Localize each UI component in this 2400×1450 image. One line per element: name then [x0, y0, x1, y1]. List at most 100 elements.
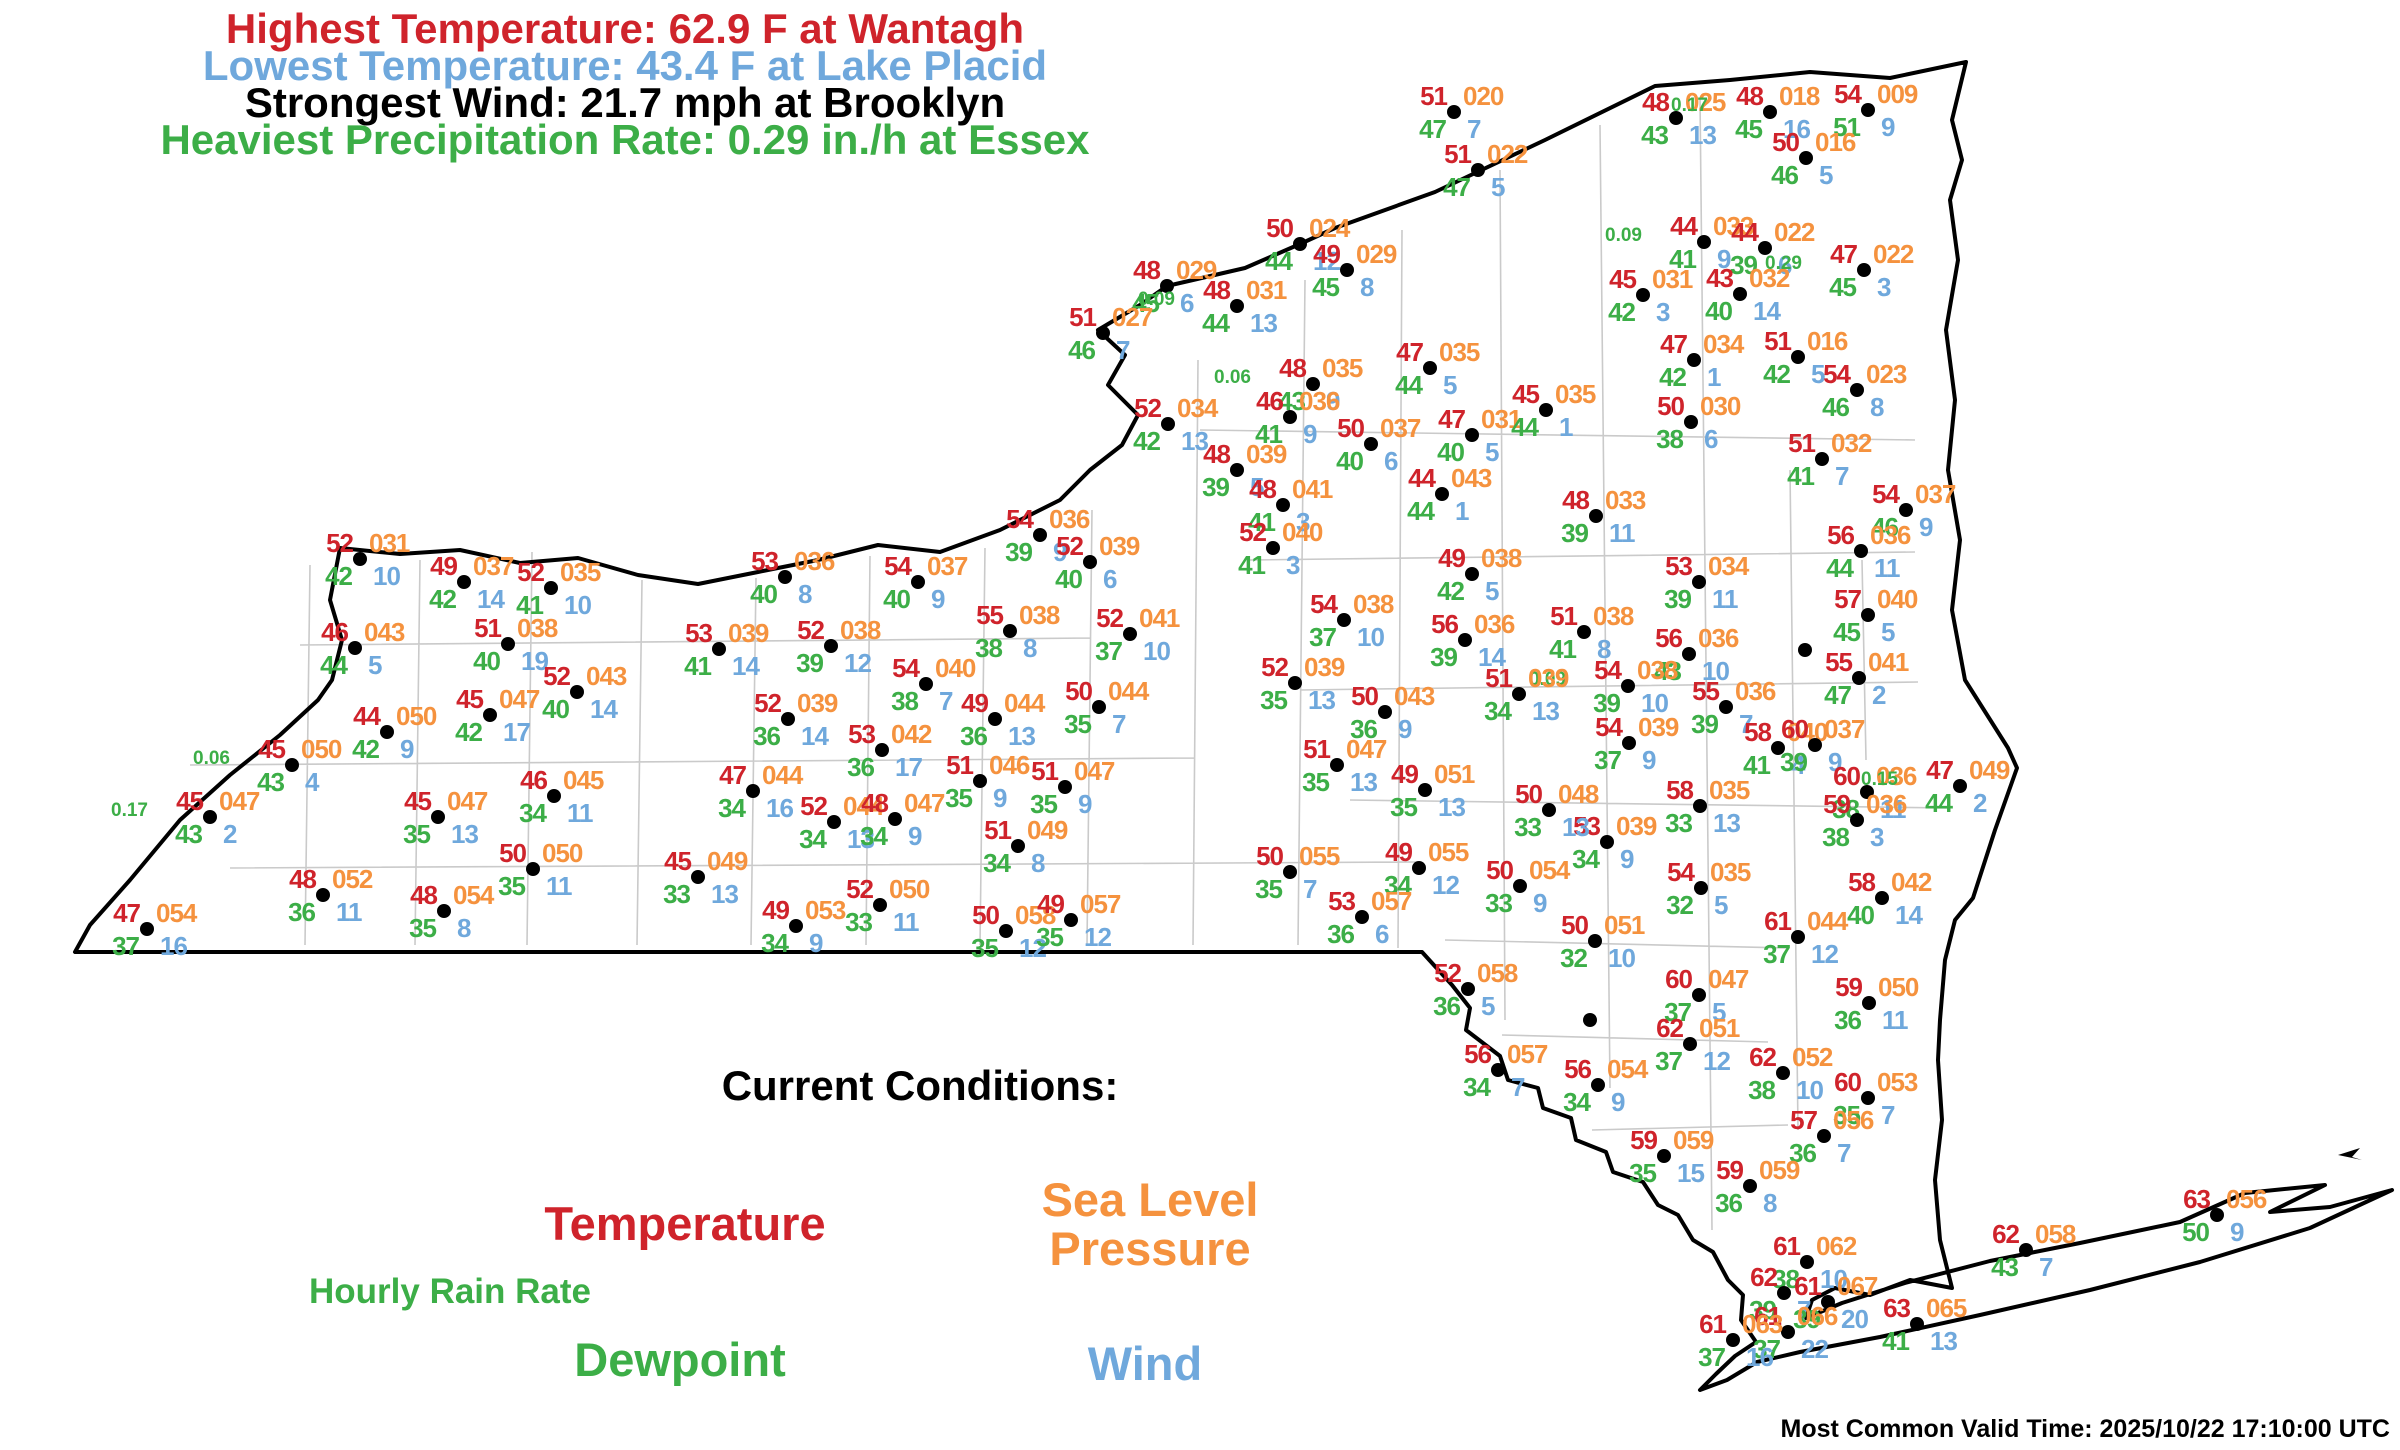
station-wind: 13: [1713, 808, 1741, 838]
station-temperature: 61: [1764, 906, 1792, 936]
station-pressure: 038: [517, 613, 558, 643]
station-dot: [1471, 163, 1485, 177]
station-temperature: 63: [1883, 1293, 1911, 1323]
station-pressure: 024: [1309, 213, 1350, 243]
station-wind: 14: [732, 651, 760, 681]
station-wind: 9: [1881, 112, 1896, 142]
station-dewpoint: 42: [1763, 359, 1791, 389]
station-temperature: 52: [797, 615, 825, 645]
station-pressure: 057: [1080, 889, 1121, 919]
station-temperature: 54: [1006, 504, 1034, 534]
station-wind: 11: [336, 897, 362, 927]
station-wind: 8: [1023, 633, 1038, 663]
station-dewpoint: 47: [1443, 172, 1471, 202]
station-pressure: 040: [1787, 717, 1828, 747]
station-wind: 16: [160, 931, 188, 961]
station-dewpoint: 37: [1698, 1342, 1726, 1372]
station-pressure: 062: [1816, 1231, 1857, 1261]
station-dot: [1860, 785, 1874, 799]
station-dewpoint: 41: [1882, 1326, 1910, 1356]
station-dewpoint: 37: [1594, 745, 1622, 775]
station-dewpoint: 34: [1484, 696, 1512, 726]
station-pressure: 031: [1246, 275, 1287, 305]
station-dot: [1815, 452, 1829, 466]
station-pressure: 047: [904, 788, 945, 818]
station-pressure: 042: [891, 719, 932, 749]
station-temperature: 54: [1834, 79, 1862, 109]
station-temperature: 48: [289, 864, 317, 894]
station-dewpoint: 36: [1433, 991, 1461, 1021]
station-wind: 6: [1384, 446, 1399, 476]
station-dewpoint: 43: [257, 767, 285, 797]
station-temperature: 55: [1825, 647, 1853, 677]
station-dot: [973, 774, 987, 788]
station-dot: [1850, 383, 1864, 397]
station-dot: [999, 924, 1013, 938]
station-temperature: 53: [1665, 551, 1693, 581]
station-temperature: 48: [1249, 474, 1277, 504]
station-pressure: 054: [453, 880, 494, 910]
station-dewpoint: 42: [325, 561, 353, 591]
station-wind: 4: [1791, 750, 1806, 780]
station-dewpoint: 37: [1655, 1046, 1683, 1076]
station-pressure: 039: [1638, 712, 1679, 742]
station-wind: 8: [1870, 392, 1885, 422]
station-wind: 8: [1597, 634, 1612, 664]
station-temperature: 53: [848, 719, 876, 749]
station-temperature: 54: [1595, 712, 1623, 742]
station-pressure: 022: [1873, 239, 1914, 269]
station-wind: 7: [1739, 709, 1754, 739]
station-dot: [1953, 779, 1967, 793]
station-temperature: 48: [1279, 353, 1307, 383]
station-wind: 7: [939, 686, 954, 716]
station-dot: [501, 637, 515, 651]
station-dewpoint: 40: [1055, 564, 1083, 594]
station-dewpoint: 41: [1238, 550, 1266, 580]
station-temperature: 53: [1573, 811, 1601, 841]
station-wind: 9: [908, 821, 923, 851]
station-dewpoint: 34: [1384, 870, 1412, 900]
station-temperature: 51: [1031, 756, 1059, 786]
station-dot: [1600, 835, 1614, 849]
station-rain-rate: 0.17: [111, 800, 148, 821]
station-dewpoint: 35: [498, 871, 526, 901]
station-dewpoint: 44: [1265, 246, 1293, 276]
station-dot: [526, 862, 540, 876]
station-dewpoint: 46: [1771, 160, 1799, 190]
station-dot: [1622, 736, 1636, 750]
station-wind: 3: [1870, 822, 1885, 852]
station-wind: 8: [798, 579, 813, 609]
station-wind: 16: [766, 793, 794, 823]
station-wind: 12: [844, 648, 872, 678]
station-dot: [1512, 687, 1526, 701]
station-dewpoint: 40: [750, 579, 778, 609]
station-temperature: 50: [1065, 676, 1093, 706]
station-temperature: 47: [1438, 404, 1466, 434]
station-pressure: 044: [762, 760, 803, 790]
station-dewpoint: 43: [1654, 656, 1682, 686]
station-temperature: 49: [762, 895, 790, 925]
station-temperature: 50: [1561, 910, 1589, 940]
station-dot: [1083, 555, 1097, 569]
station-rain-rate: 0.17: [1671, 95, 1708, 116]
station-temperature: 50: [1772, 127, 1800, 157]
station-wind: 13: [847, 824, 875, 854]
station-temperature: 43: [1706, 263, 1734, 293]
station-dewpoint: 43: [175, 819, 203, 849]
station-temperature: 57: [1790, 1105, 1818, 1135]
station-dot: [1692, 988, 1706, 1002]
station-dot: [1692, 575, 1706, 589]
station-pressure: 039: [797, 688, 838, 718]
station-temperature: 44: [1408, 463, 1436, 493]
station-dewpoint: 41: [516, 590, 544, 620]
station-dewpoint: 42: [455, 717, 483, 747]
station-pressure: 031: [1652, 264, 1693, 294]
station-pressure: 043: [364, 617, 405, 647]
station-temperature: 49: [1313, 239, 1341, 269]
station-wind: 5: [1712, 997, 1727, 1027]
station-pressure: 042: [1891, 867, 1932, 897]
station-dot: [1340, 263, 1354, 277]
station-wind: 12: [1084, 922, 1112, 952]
station-temperature: 48: [1133, 255, 1161, 285]
station-dot: [1910, 1317, 1924, 1331]
